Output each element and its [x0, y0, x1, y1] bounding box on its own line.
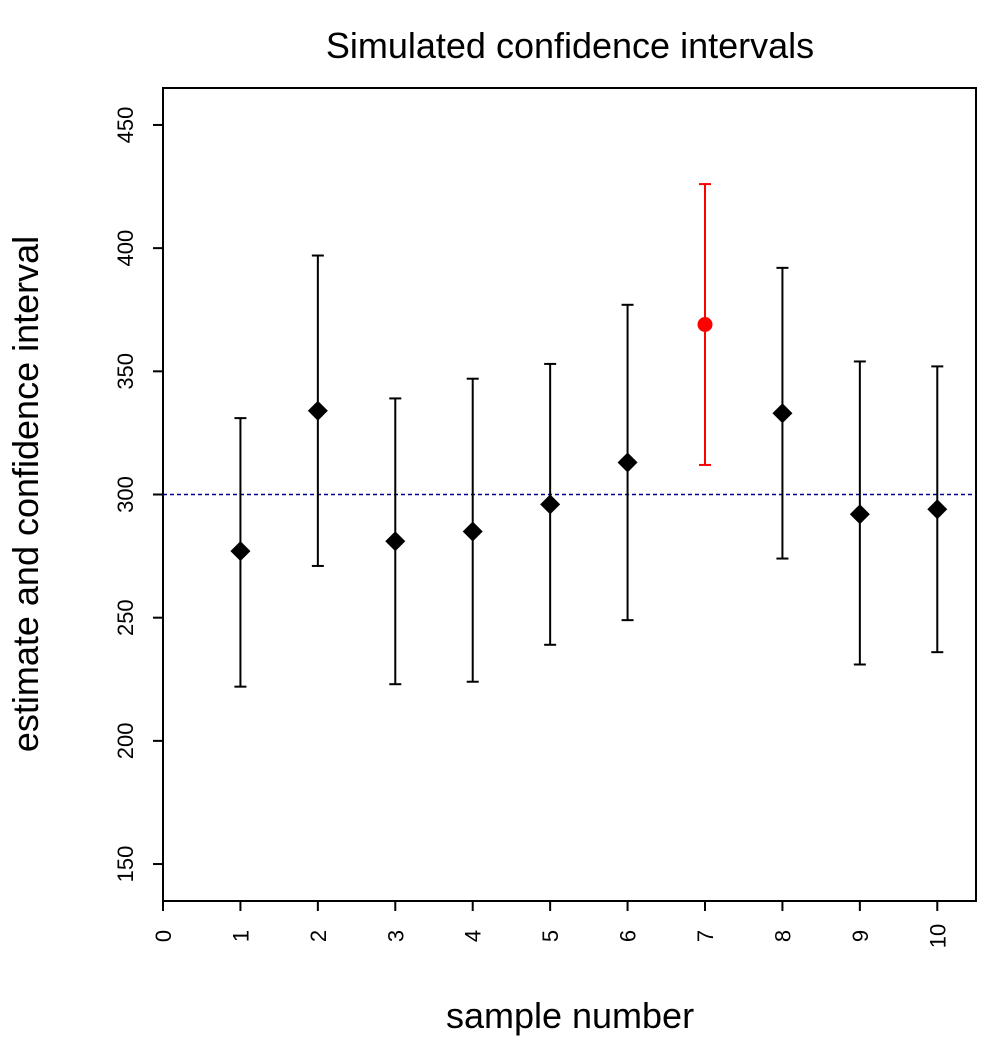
interval — [772, 266, 793, 560]
y-tick-label: 300 — [113, 476, 138, 513]
x-axis-label: sample number — [446, 995, 694, 1036]
estimate-point-highlight — [697, 317, 713, 333]
y-tick-label: 400 — [113, 230, 138, 267]
x-tick-label: 9 — [848, 930, 873, 942]
interval — [540, 362, 561, 646]
y-tick-label: 200 — [113, 723, 138, 760]
x-tick-label: 2 — [306, 930, 331, 942]
data-marks — [230, 183, 948, 688]
estimate-point — [617, 452, 638, 473]
estimate-point — [927, 499, 948, 520]
estimate-point — [307, 400, 328, 421]
estimate-point — [462, 521, 483, 542]
y-tick-label: 250 — [113, 599, 138, 636]
y-axis-label: estimate and confidence interval — [5, 236, 46, 752]
x-tick-label: 4 — [461, 930, 486, 942]
interval — [385, 397, 406, 686]
x-tick-label: 5 — [538, 930, 563, 942]
interval — [849, 360, 870, 666]
x-tick-label: 1 — [228, 930, 253, 942]
x-axis: 0 1 2 3 4 5 6 7 8 9 10 — [151, 900, 950, 948]
chart-title: Simulated confidence intervals — [326, 25, 814, 66]
interval — [307, 254, 328, 567]
y-axis: 150 200 250 300 350 400 450 — [113, 107, 164, 883]
estimate-point — [772, 403, 793, 424]
y-tick-label: 450 — [113, 107, 138, 144]
x-tick-label: 10 — [925, 924, 950, 948]
estimate-point — [230, 541, 251, 562]
x-tick-label: 0 — [151, 930, 176, 942]
interval — [462, 377, 483, 683]
y-tick-label: 350 — [113, 353, 138, 390]
x-tick-label: 7 — [693, 930, 718, 942]
x-tick-label: 3 — [383, 930, 408, 942]
x-tick-label: 6 — [616, 930, 641, 942]
estimate-point — [849, 504, 870, 525]
estimate-point — [385, 531, 406, 552]
interval — [230, 417, 251, 688]
interval-highlight — [697, 183, 713, 466]
y-tick-label: 150 — [113, 846, 138, 883]
interval — [927, 365, 948, 654]
x-tick-label: 8 — [770, 930, 795, 942]
interval — [617, 303, 638, 622]
estimate-point — [540, 494, 561, 515]
